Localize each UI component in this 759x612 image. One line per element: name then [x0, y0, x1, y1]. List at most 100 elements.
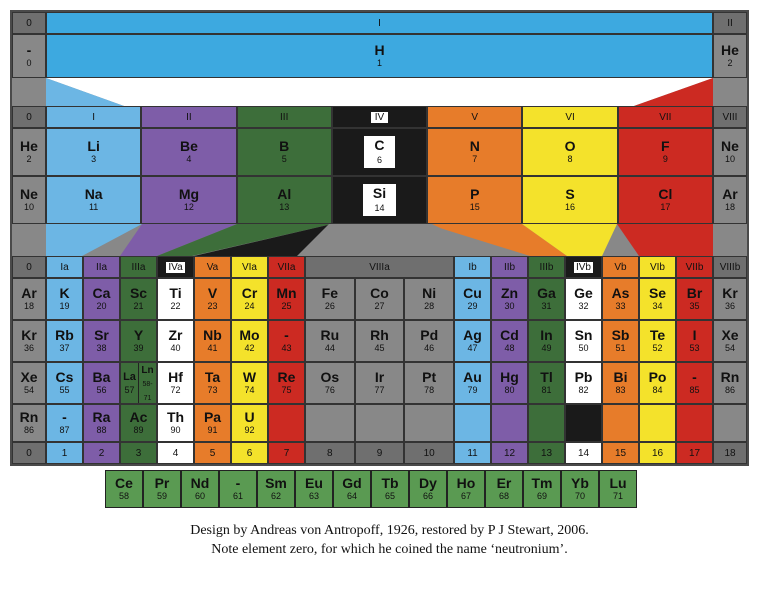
sub-IVb: IVb	[565, 256, 602, 278]
element-Re: Re75	[268, 362, 305, 404]
element-Ne-left: Ne10	[12, 176, 46, 224]
element-N: N7	[427, 128, 522, 176]
ftr-13: 13	[528, 442, 565, 464]
caption-line-2: Note element zero, for which he coined t…	[211, 542, 567, 557]
element-K: K19	[46, 278, 83, 320]
element-As: As33	[602, 278, 639, 320]
empty-r7-10	[639, 404, 676, 442]
empty-r7-8	[565, 404, 602, 442]
element-Cr: Cr24	[231, 278, 268, 320]
row-period-4: Ar18 K19 Ca20 Sc21 Ti22 V23 Cr24 Mn25 Fe…	[12, 278, 747, 320]
element-Mn: Mn25	[268, 278, 305, 320]
sub-VIIb: VIIb	[676, 256, 713, 278]
element-Ni: Ni28	[404, 278, 454, 320]
element-Sb: Sb51	[602, 320, 639, 362]
element-Zr: Zr40	[157, 320, 194, 362]
lanthanide-Tm: Tm69	[523, 470, 561, 508]
element-Mo: Mo42	[231, 320, 268, 362]
element-Te: Te52	[639, 320, 676, 362]
empty-r7-5	[454, 404, 491, 442]
ftr-7: 7	[268, 442, 305, 464]
hdr-mid-I: I	[46, 106, 141, 128]
lanthanide-Sm: Sm62	[257, 470, 295, 508]
element-Sn: Sn50	[565, 320, 602, 362]
element-Ge: Ge32	[565, 278, 602, 320]
sub-IIIb: IIIb	[528, 256, 565, 278]
wedge-connector-1	[12, 78, 747, 106]
empty-r7-9	[602, 404, 639, 442]
element-Co: Co27	[355, 278, 405, 320]
hdr-mid-0: 0	[12, 106, 46, 128]
lanthanide-Nd: Nd60	[181, 470, 219, 508]
sub-IIIa: IIIa	[120, 256, 157, 278]
element-Si: Si14	[332, 176, 427, 224]
element-He-left: He2	[12, 128, 46, 176]
element-Ar-left: Ar18	[12, 278, 46, 320]
element-Fe: Fe26	[305, 278, 355, 320]
element-Pa: Pa91	[194, 404, 231, 442]
element-Ca: Ca20	[83, 278, 120, 320]
ftr-3: 3	[120, 442, 157, 464]
lanthanide-Eu: Eu63	[295, 470, 333, 508]
hdr-mid-IV: IV	[332, 106, 427, 128]
element-Xe-left: Xe54	[12, 362, 46, 404]
element-Ga: Ga31	[528, 278, 565, 320]
ftr-1: 1	[46, 442, 83, 464]
ftr-6: 6	[231, 442, 268, 464]
element-Sr: Sr38	[83, 320, 120, 362]
ftr-16: 16	[639, 442, 676, 464]
row-period-5: Kr36 Rb37 Sr38 Y39 Zr40 Nb41 Mo42 -43 Ru…	[12, 320, 747, 362]
element-Y: Y39	[120, 320, 157, 362]
sub-Ia: Ia	[46, 256, 83, 278]
element-Ta: Ta73	[194, 362, 231, 404]
element-Ti: Ti22	[157, 278, 194, 320]
sub-Va: Va	[194, 256, 231, 278]
element-W: W74	[231, 362, 268, 404]
lanthanide-Pr: Pr59	[143, 470, 181, 508]
hdr-mid-V: V	[427, 106, 522, 128]
element-Na: Na11	[46, 176, 141, 224]
element-I: I53	[676, 320, 713, 362]
lanthanide-Tb: Tb65	[371, 470, 409, 508]
ftr-4: 4	[157, 442, 194, 464]
hdr-mid-VI: VI	[522, 106, 617, 128]
element-P: P15	[427, 176, 522, 224]
row-period-2: He2 Li3 Be4 B5 C6 N7 O8 F9 Ne10	[12, 128, 747, 176]
element-Pd: Pd46	[404, 320, 454, 362]
element-Ne-right: Ne10	[713, 128, 747, 176]
element-Al: Al13	[237, 176, 332, 224]
lanthanide-row: Ce58Pr59Nd60-61Sm62Eu63Gd64Tb65Dy66Ho67E…	[105, 470, 759, 508]
lanthanide-Gd: Gd64	[333, 470, 371, 508]
element-U: U92	[231, 404, 268, 442]
element-Cu: Cu29	[454, 278, 491, 320]
element-Po: Po84	[639, 362, 676, 404]
sub-VIb: VIb	[639, 256, 676, 278]
element-Ac: Ac89	[120, 404, 157, 442]
element-Li: Li3	[46, 128, 141, 176]
hdr-col-0: 0	[12, 12, 46, 34]
ftr-0: 0	[12, 442, 46, 464]
element-Ag: Ag47	[454, 320, 491, 362]
empty-r7-6	[491, 404, 528, 442]
element-Rn-right: Rn86	[713, 362, 747, 404]
element-Br: Br35	[676, 278, 713, 320]
element-Cl: Cl17	[618, 176, 713, 224]
hdr-mid-VIII: VIII	[713, 106, 747, 128]
element-Ar-right: Ar18	[713, 176, 747, 224]
element-Bi: Bi83	[602, 362, 639, 404]
element-B: B5	[237, 128, 332, 176]
header-row-sub: 0 Ia IIa IIIa IVa Va VIa VIIa VIIIa Ib I…	[12, 256, 747, 278]
element-Nb: Nb41	[194, 320, 231, 362]
element-Hf: Hf72	[157, 362, 194, 404]
element-S: S16	[522, 176, 617, 224]
lanthanide-Dy: Dy66	[409, 470, 447, 508]
empty-r7-3	[355, 404, 405, 442]
header-row-mid: 0 I II III IV V VI VII VIII	[12, 106, 747, 128]
element-85: -85	[676, 362, 713, 404]
lanthanide-Lu: Lu71	[599, 470, 637, 508]
element-Mg: Mg12	[141, 176, 236, 224]
sub-IVa: IVa	[157, 256, 194, 278]
empty-r7-4	[404, 404, 454, 442]
hdr-mid-III: III	[237, 106, 332, 128]
element-F: F9	[618, 128, 713, 176]
